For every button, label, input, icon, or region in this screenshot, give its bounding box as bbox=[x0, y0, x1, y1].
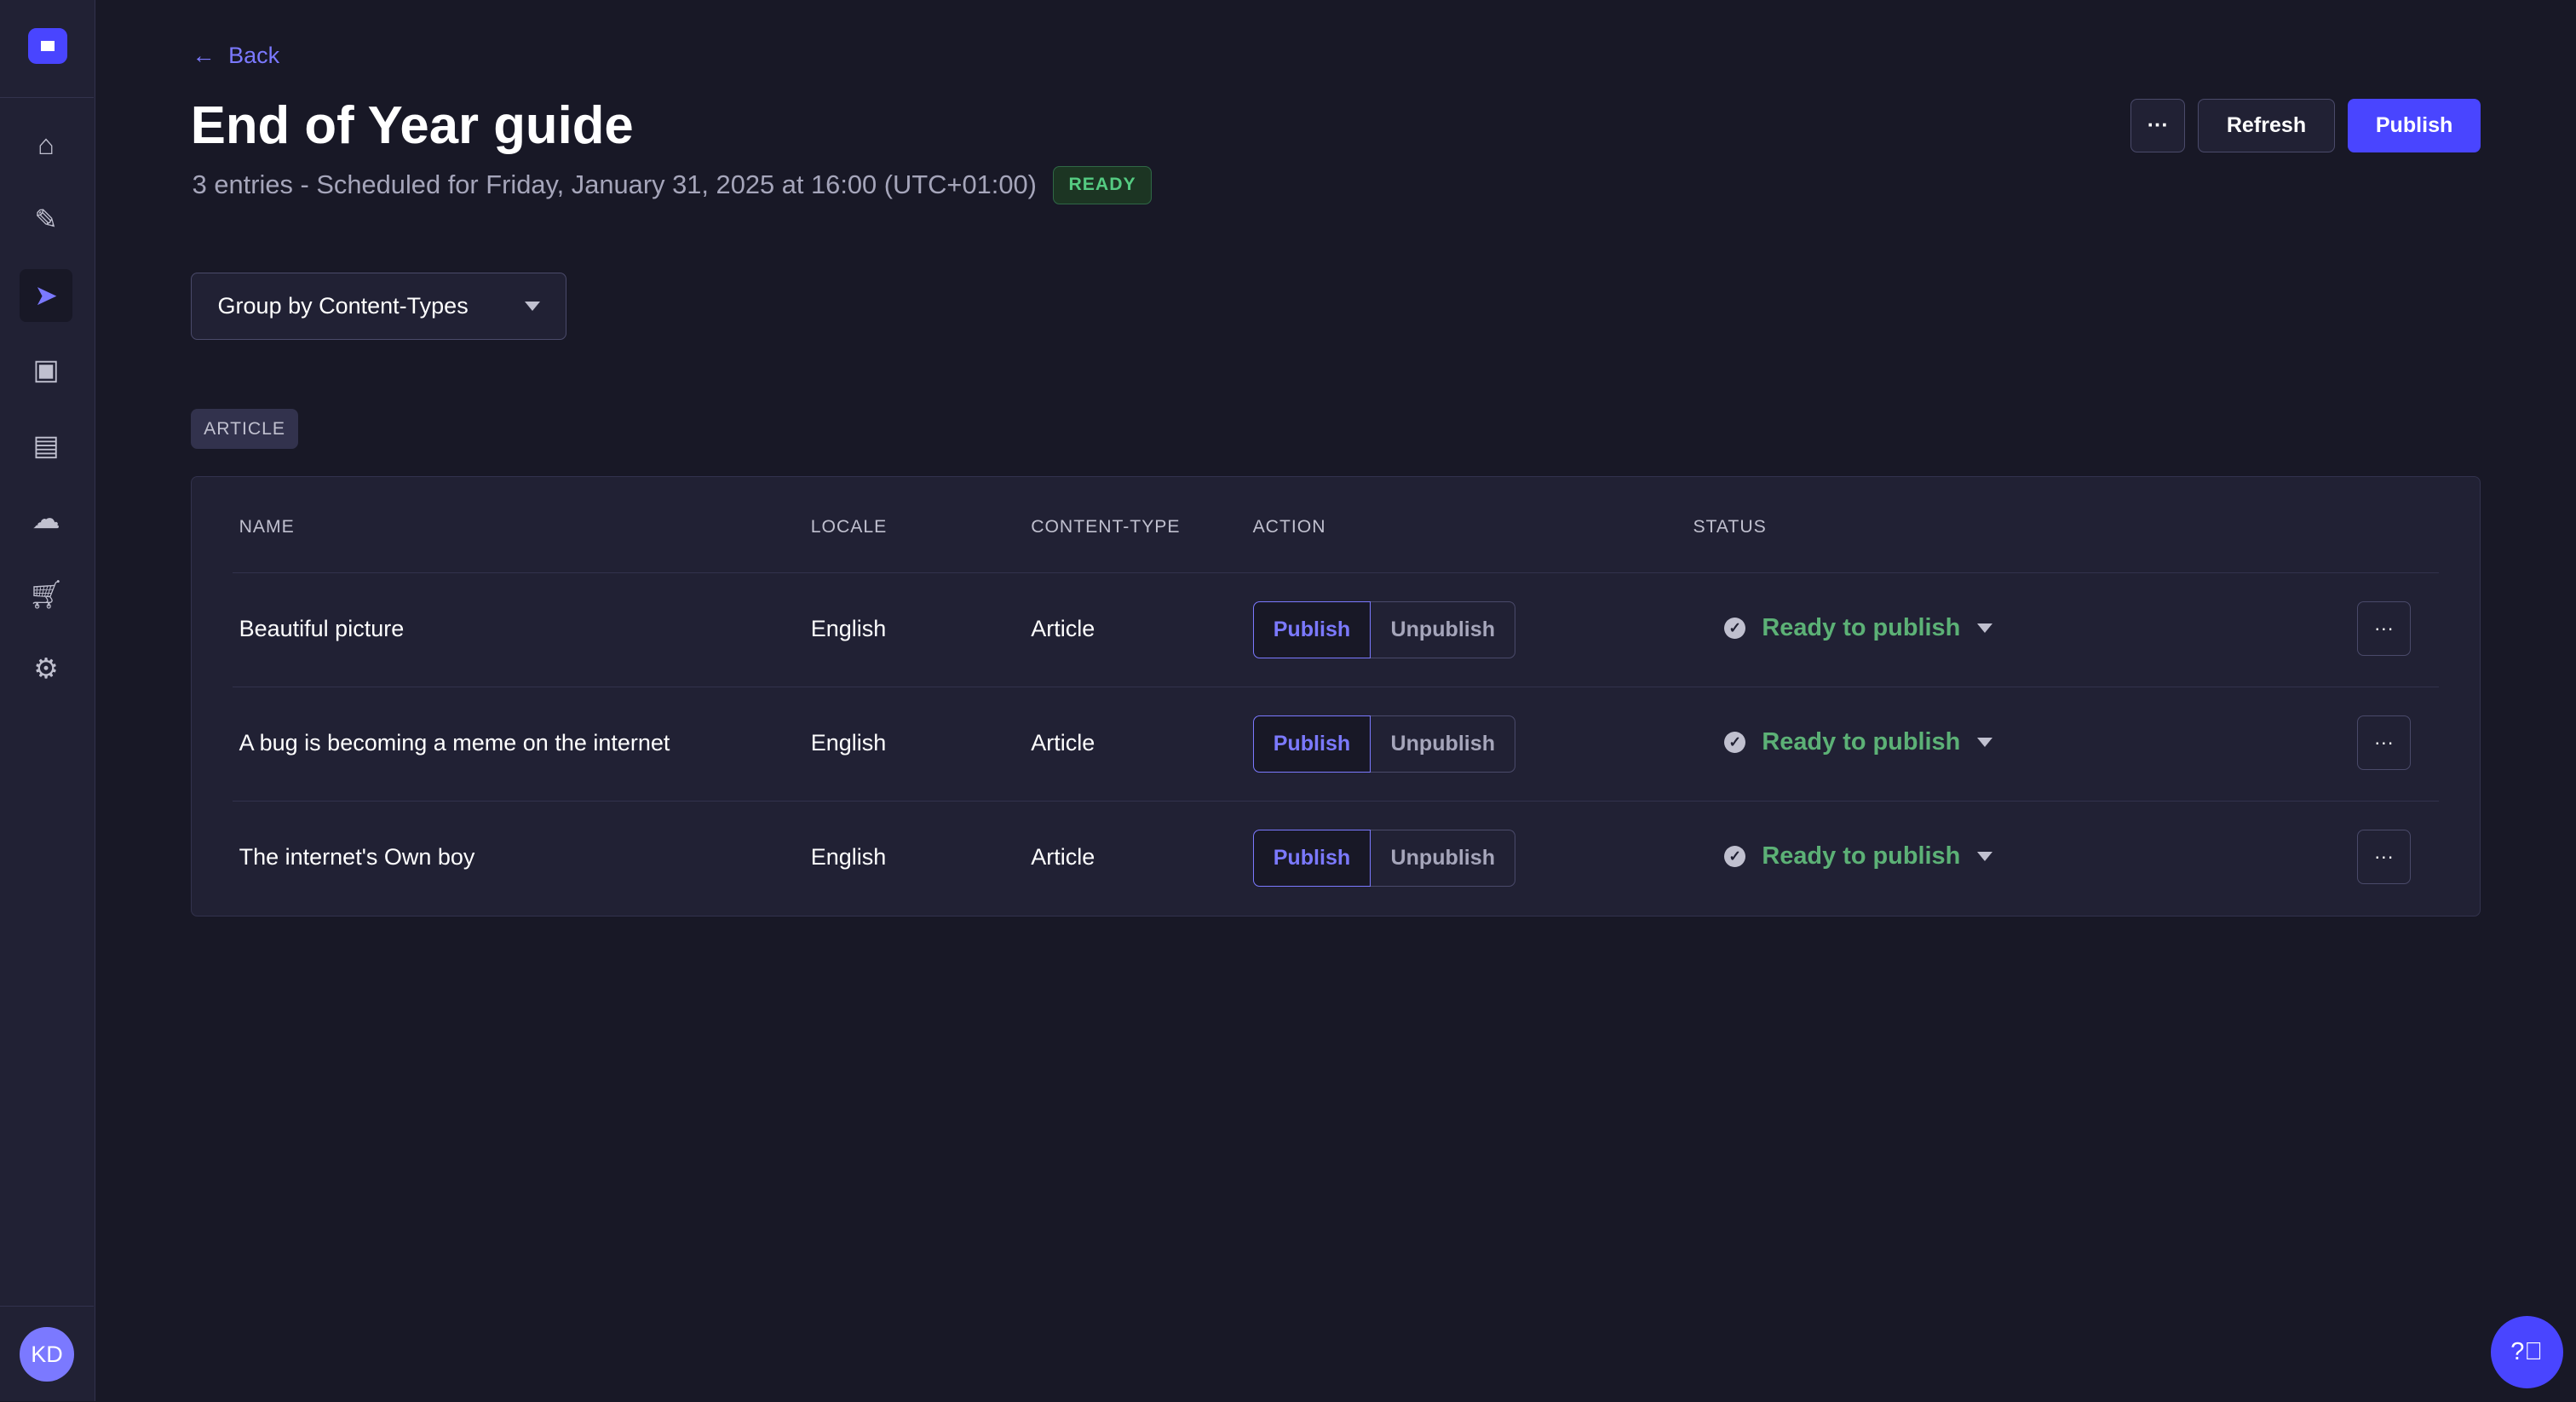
status-dropdown[interactable]: ✓ Ready to publish bbox=[1724, 614, 1992, 642]
check-circle-icon: ✓ bbox=[1724, 618, 1746, 640]
chevron-down-icon bbox=[1976, 738, 1992, 747]
table-row: The internet's Own boy English Article P… bbox=[232, 801, 2440, 914]
column-header-content-type: CONTENT-TYPE bbox=[1031, 516, 1181, 537]
entry-content-type: Article bbox=[1031, 616, 1095, 642]
logo[interactable] bbox=[27, 27, 68, 65]
home-icon[interactable]: ⌂ bbox=[37, 128, 55, 160]
column-header-status: STATUS bbox=[1693, 516, 1767, 537]
entry-locale: English bbox=[810, 616, 887, 642]
cloud-icon[interactable]: ☁ bbox=[32, 503, 60, 535]
status-label: Ready to publish bbox=[1762, 842, 1961, 871]
group-by-select[interactable]: Group by Content-Types bbox=[190, 273, 567, 341]
status-label: Ready to publish bbox=[1762, 728, 1961, 756]
feather-icon[interactable]: ✎ bbox=[34, 204, 58, 236]
status-badge: READY bbox=[1053, 165, 1152, 205]
action-toggle: Publish Unpublish bbox=[1252, 715, 1516, 773]
status-dropdown[interactable]: ✓ Ready to publish bbox=[1724, 842, 1992, 871]
entry-name: The internet's Own boy bbox=[239, 844, 475, 871]
entry-content-type: Article bbox=[1031, 730, 1095, 756]
page-subtitle: 3 entries - Scheduled for Friday, Januar… bbox=[192, 170, 1037, 200]
page-title: End of Year guide bbox=[190, 95, 634, 155]
publish-toggle[interactable]: Publish bbox=[1252, 600, 1371, 659]
sidebar: ⌂ ✎ ➤ ▣ ▤ ☁ 🛒︎ ⚙ KD bbox=[0, 0, 95, 1402]
chevron-down-icon bbox=[1976, 852, 1992, 861]
divider bbox=[0, 96, 94, 98]
column-header-action: ACTION bbox=[1252, 516, 1326, 537]
entry-content-type: Article bbox=[1031, 844, 1095, 871]
unpublish-toggle[interactable]: Unpublish bbox=[1371, 715, 1516, 773]
cart-icon[interactable]: 🛒︎ bbox=[28, 577, 64, 610]
column-header-locale: LOCALE bbox=[810, 516, 888, 537]
publish-toggle[interactable]: Publish bbox=[1252, 829, 1371, 888]
status-dropdown[interactable]: ✓ Ready to publish bbox=[1724, 728, 1992, 756]
avatar[interactable]: KD bbox=[20, 1327, 74, 1382]
status-label: Ready to publish bbox=[1762, 614, 1961, 642]
row-more-button[interactable]: ··· bbox=[2356, 829, 2412, 884]
group-by-value: Group by Content-Types bbox=[217, 293, 469, 319]
refresh-button[interactable]: Refresh bbox=[2198, 98, 2335, 153]
entry-name: A bug is becoming a meme on the internet bbox=[239, 730, 670, 756]
table-row: A bug is becoming a meme on the internet… bbox=[232, 687, 2440, 800]
publish-button[interactable]: Publish bbox=[2347, 98, 2481, 153]
more-button[interactable]: ··· bbox=[2130, 98, 2186, 153]
unpublish-toggle[interactable]: Unpublish bbox=[1371, 600, 1516, 659]
publish-toggle[interactable]: Publish bbox=[1252, 715, 1371, 773]
paper-plane-icon[interactable]: ➤ bbox=[20, 269, 72, 322]
back-link[interactable]: ← Back bbox=[193, 43, 279, 69]
action-toggle: Publish Unpublish bbox=[1252, 829, 1516, 888]
media-icon[interactable]: ▣ bbox=[32, 353, 60, 385]
unpublish-toggle[interactable]: Unpublish bbox=[1371, 829, 1516, 888]
action-toggle: Publish Unpublish bbox=[1252, 600, 1516, 659]
layout-icon[interactable]: ▤ bbox=[32, 428, 60, 461]
check-circle-icon: ✓ bbox=[1724, 732, 1746, 754]
group-tag: ARTICLE bbox=[190, 409, 299, 450]
check-circle-icon: ✓ bbox=[1724, 846, 1746, 868]
gear-icon[interactable]: ⚙ bbox=[33, 652, 59, 684]
chevron-down-icon bbox=[524, 302, 540, 311]
entry-name: Beautiful picture bbox=[239, 616, 405, 642]
entry-locale: English bbox=[810, 844, 887, 871]
entries-table: NAME LOCALE CONTENT-TYPE ACTION STATUS B… bbox=[190, 476, 2481, 917]
row-more-button[interactable]: ··· bbox=[2356, 715, 2412, 770]
table-row: Beautiful picture English Article Publis… bbox=[232, 572, 2440, 686]
help-button[interactable]: ?⃝ bbox=[2490, 1315, 2563, 1388]
chevron-down-icon bbox=[1976, 623, 1992, 633]
row-more-button[interactable]: ··· bbox=[2356, 600, 2412, 656]
column-header-name: NAME bbox=[239, 516, 295, 537]
divider bbox=[0, 1306, 94, 1307]
help-icon: ?⃝ bbox=[2510, 1337, 2544, 1365]
entry-locale: English bbox=[810, 730, 887, 756]
arrow-left-icon: ← bbox=[192, 43, 216, 69]
back-label: Back bbox=[228, 43, 280, 69]
